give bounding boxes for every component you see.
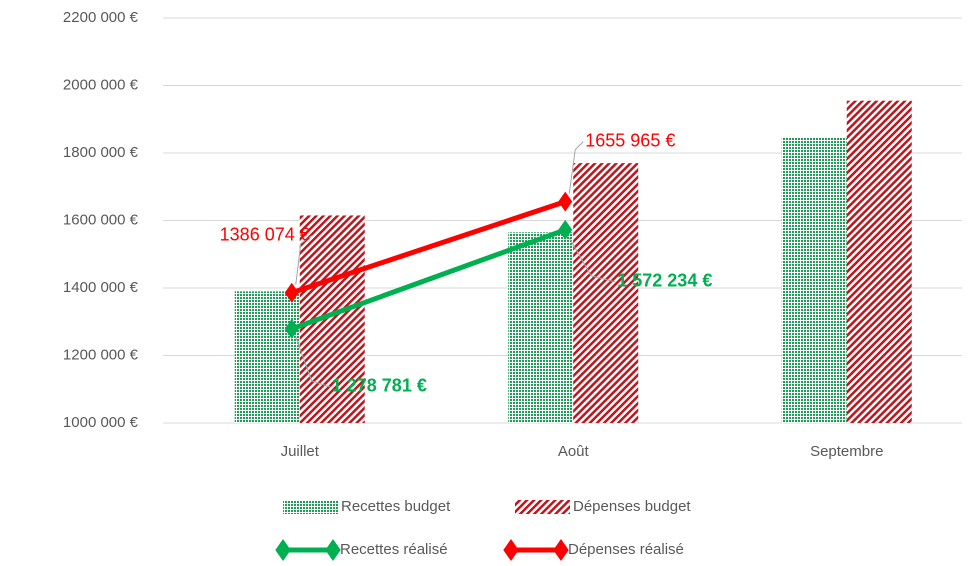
bar bbox=[573, 163, 639, 423]
leader-line bbox=[568, 141, 584, 194]
bar bbox=[781, 137, 847, 423]
y-tick-label: 1400 000 € bbox=[63, 279, 139, 296]
y-tick-label: 1600 000 € bbox=[63, 211, 139, 228]
data-label: 1386 074 € bbox=[220, 224, 310, 244]
bar bbox=[234, 291, 300, 423]
y-tick-label: 2000 000 € bbox=[63, 76, 139, 93]
legend-label: Recettes réalisé bbox=[340, 541, 448, 558]
bar bbox=[846, 100, 912, 423]
legend-label: Recettes budget bbox=[341, 498, 451, 515]
data-label: 1 572 234 € bbox=[617, 271, 712, 291]
y-tick-label: 1800 000 € bbox=[63, 144, 139, 161]
leader-line bbox=[568, 237, 616, 283]
data-label: 1 278 781 € bbox=[332, 376, 427, 396]
line-marker bbox=[284, 318, 299, 339]
y-tick-label: 1000 000 € bbox=[63, 414, 139, 431]
line-marker bbox=[558, 219, 573, 240]
y-tick-label: 1200 000 € bbox=[63, 346, 139, 363]
legend-swatch bbox=[503, 539, 519, 561]
x-tick-label: Août bbox=[558, 443, 590, 460]
legend-swatch bbox=[283, 500, 338, 514]
leader-line bbox=[295, 235, 313, 285]
y-tick-label: 2200 000 € bbox=[63, 9, 139, 26]
legend-label: Dépenses réalisé bbox=[568, 541, 684, 558]
line-marker bbox=[284, 282, 299, 303]
x-tick-label: Septembre bbox=[810, 443, 883, 460]
data-label: 1655 965 € bbox=[585, 130, 675, 150]
leader-line bbox=[295, 336, 330, 388]
legend-swatch bbox=[325, 539, 341, 561]
line-series bbox=[290, 227, 567, 332]
x-tick-label: Juillet bbox=[281, 443, 320, 460]
legend-swatch bbox=[515, 500, 570, 514]
legend-swatch bbox=[553, 539, 569, 561]
legend-swatch bbox=[275, 539, 291, 561]
line-marker bbox=[558, 191, 573, 212]
bar bbox=[508, 232, 574, 423]
bar bbox=[299, 215, 365, 423]
line-series bbox=[290, 199, 567, 296]
legend-label: Dépenses budget bbox=[573, 498, 691, 515]
